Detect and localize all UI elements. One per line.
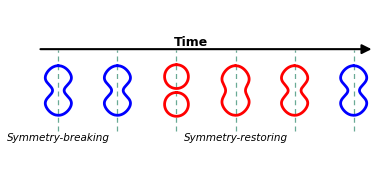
Text: Symmetry-restoring: Symmetry-restoring xyxy=(183,133,288,143)
Text: Time: Time xyxy=(174,36,208,49)
Text: Symmetry-breaking: Symmetry-breaking xyxy=(7,133,110,143)
